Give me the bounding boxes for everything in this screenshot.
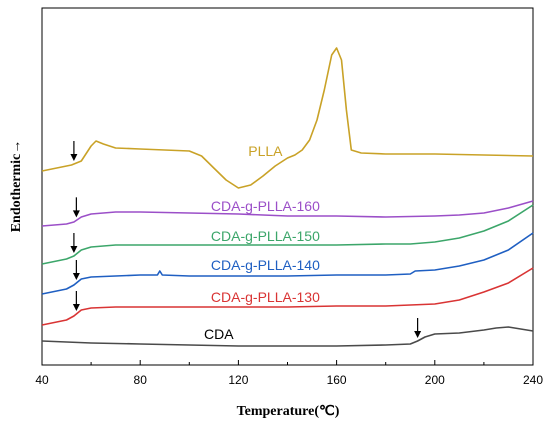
series-label-cda-g-plla-150: CDA-g-PLLA-150 (211, 228, 320, 244)
series-line-cda-g-plla-160 (41, 200, 534, 227)
series-line-cda (41, 326, 534, 347)
marker-layer (70, 141, 422, 338)
transition-arrow-icon (72, 260, 80, 280)
series-label-cda: CDA (204, 326, 234, 342)
series-label-plla: PLLA (248, 143, 283, 159)
x-tick-label: 120 (228, 373, 248, 387)
transition-arrow-icon (70, 233, 78, 253)
series-line-cda-g-plla-130 (41, 267, 534, 326)
series-layer (41, 47, 534, 347)
transition-arrow-icon (70, 141, 78, 161)
x-axis-ticks: 40 80 120 160 200 240 (35, 360, 543, 387)
x-tick-label: 200 (425, 373, 445, 387)
transition-arrow-icon (72, 291, 80, 311)
series-line-plla (41, 47, 534, 189)
series-label-cda-g-plla-140: CDA-g-PLLA-140 (211, 257, 320, 273)
x-tick-label: 80 (134, 373, 148, 387)
series-label-layer: PLLA CDA-g-PLLA-160 CDA-g-PLLA-150 CDA-g-PL… (204, 143, 320, 342)
x-axis-title: Temperature(℃) (237, 404, 340, 419)
series-line-cda-g-plla-150 (41, 204, 534, 265)
series-line-cda-g-plla-140 (41, 232, 534, 295)
x-tick-label: 240 (523, 373, 543, 387)
series-label-cda-g-plla-130: CDA-g-PLLA-130 (211, 289, 320, 305)
y-axis-title: Endothermic→ (9, 140, 24, 233)
x-tick-label: 40 (35, 373, 49, 387)
x-tick-label: 160 (327, 373, 347, 387)
series-label-cda-g-plla-160: CDA-g-PLLA-160 (211, 198, 320, 214)
transition-arrow-icon (414, 318, 422, 338)
transition-arrow-icon (72, 197, 80, 218)
plot-frame (41, 7, 534, 366)
